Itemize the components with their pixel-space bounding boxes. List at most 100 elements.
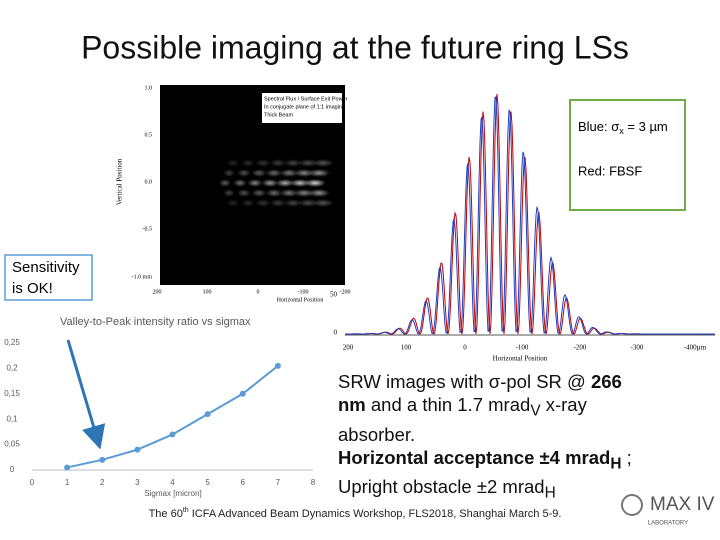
- y-tick-label: 0,2: [6, 364, 18, 373]
- body-span: Horizontal acceptance ±4 mrad: [338, 446, 611, 468]
- image-x-tick-label: 100: [203, 289, 212, 295]
- chart-title: Valley-to-Peak intensity ratio vs sigmax: [60, 316, 251, 328]
- fringe: [298, 159, 318, 167]
- slide-title: Possible imaging at the future ring LSs: [81, 29, 629, 65]
- body-bold: Horizontal acceptance ±4 mradH: [338, 446, 621, 473]
- profile-x-tick-label: 200: [343, 344, 354, 352]
- image-x-label: Horizontal Position: [277, 297, 324, 303]
- x-axis-label: Sigmax [micron]: [144, 489, 201, 498]
- fringe: [312, 199, 334, 207]
- x-tick-label: 7: [276, 478, 281, 487]
- fringe: [269, 159, 287, 167]
- legend-box: [569, 99, 686, 211]
- profile-y-tick-label: 0: [334, 329, 338, 337]
- point: [274, 362, 281, 369]
- fringe: [241, 199, 255, 207]
- y-tick-label: 0,15: [4, 389, 20, 398]
- profile-x-tick-label: 100: [401, 344, 412, 352]
- x-tick-label: 2: [100, 478, 105, 487]
- fringe: [261, 179, 279, 187]
- fringe: [265, 169, 283, 177]
- profile-x-tick-label: -100: [516, 344, 529, 352]
- fringe: [290, 179, 310, 187]
- x-tick-label: 4: [170, 478, 175, 487]
- fringe: [223, 189, 235, 197]
- footer-a: The 60: [149, 508, 183, 520]
- footer-sup: th: [183, 507, 189, 514]
- fringe: [265, 189, 283, 197]
- profile-x-label: Horizontal Position: [493, 355, 548, 363]
- y-tick-label: 0,05: [4, 440, 20, 449]
- fringe: [283, 199, 303, 207]
- fringe: [304, 179, 326, 187]
- y-tick-label: 0,25: [4, 338, 20, 347]
- image-y-tick-label: -1.0 mm: [132, 274, 153, 280]
- fringe: [279, 169, 299, 177]
- image-y-tick-label: 0.5: [145, 132, 153, 138]
- body-span: SRW images with σ-pol SR @: [338, 371, 591, 392]
- image-caption: Thick Beam: [264, 112, 293, 118]
- fringe: [223, 169, 235, 177]
- image-y-label: Vertical Position: [116, 158, 124, 205]
- fringe: [294, 169, 314, 177]
- fringe: [308, 189, 330, 197]
- legend-red: Red: FBSF: [578, 163, 642, 178]
- image-x-tick-label: 0: [257, 289, 260, 295]
- legend-blue-sub: x: [619, 126, 624, 136]
- fringe: [247, 179, 263, 187]
- body-span: x-ray absorber.: [338, 394, 587, 445]
- legend-blue-suffix: = 3 µm: [624, 119, 668, 134]
- image-x-tick-label: 200: [153, 289, 162, 295]
- profile-x-tick-label: -200: [574, 344, 587, 352]
- callout-text: is OK!: [12, 280, 53, 297]
- image-y-tick-label: -0.5: [143, 226, 153, 232]
- y-tick-label: 0: [10, 465, 15, 474]
- image-caption: Spectral Flux / Surface Exit Power: [264, 96, 348, 102]
- footer: The 60th ICFA Advanced Beam Dynamics Wor…: [149, 507, 562, 520]
- point: [99, 456, 106, 463]
- profile-y-tick-label: 50: [330, 291, 338, 299]
- fringe: [241, 159, 255, 167]
- x-tick-label: 8: [311, 478, 316, 487]
- fringe: [308, 169, 330, 177]
- profile-x-tick-label: -400µm: [684, 344, 707, 352]
- fringe: [255, 199, 271, 207]
- x-tick-label: 3: [135, 478, 140, 487]
- point: [204, 411, 211, 418]
- fringe: [279, 189, 299, 197]
- fringe: [275, 179, 295, 187]
- fringe: [312, 159, 334, 167]
- body-sub: H: [544, 485, 556, 503]
- body-bold: 266 nm: [338, 371, 622, 415]
- point: [169, 431, 176, 438]
- fringe: [283, 159, 303, 167]
- callout-arrow: [66, 339, 106, 450]
- profile-x-tick-label: 0: [463, 344, 467, 352]
- legend-blue: Blue: σx = 3 µm: [578, 119, 668, 136]
- logo-name: MAX IV: [650, 494, 715, 515]
- logo-sub: LABORATORY: [648, 521, 688, 527]
- logo: MAX IV LABORATORY: [621, 494, 715, 527]
- image-caption-box: [262, 93, 342, 123]
- profile-x-tick-label: -300: [631, 344, 644, 352]
- fringe: [237, 189, 251, 197]
- point: [239, 390, 246, 397]
- fringe: [251, 169, 267, 177]
- body-text: SRW images with σ-pol SR @ 266 nm and a …: [338, 370, 638, 505]
- fringe: [237, 169, 251, 177]
- fringes: [219, 159, 334, 207]
- callout-box: [4, 254, 93, 301]
- footer-b: ICFA Advanced Beam Dynamics Workshop, FL…: [189, 508, 562, 520]
- fringe: [294, 189, 314, 197]
- body-sub: V: [530, 402, 541, 420]
- image-caption: In conjugate plane of 1:1 imaging: [264, 104, 345, 110]
- fringe: [227, 199, 239, 207]
- profile-curve: [345, 96, 715, 335]
- image-x-tick-label: -200: [340, 289, 351, 295]
- fringe: [255, 159, 271, 167]
- profile-curves: 50 0 200 100 0 -100 -200 -300 -400µm Horizontal P…: [330, 93, 715, 363]
- y-tick-label: 0,1: [6, 414, 18, 423]
- x-tick-label: 5: [205, 478, 210, 487]
